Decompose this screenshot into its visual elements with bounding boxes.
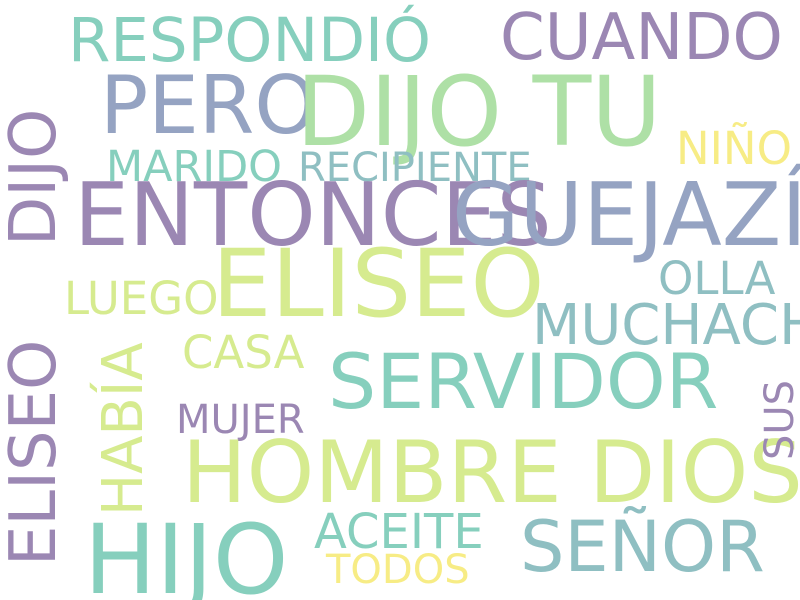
word-casa: CASA — [182, 326, 305, 379]
word-eliseo-vertical: ELISEO — [0, 339, 71, 566]
word-habia: HABÍA — [91, 342, 156, 516]
word-aceite: ACEITE — [314, 504, 484, 560]
word-mujer: MUJER — [176, 397, 305, 443]
word-muchacho: MUCHACHO — [532, 293, 800, 358]
word-todos: TODOS — [326, 547, 470, 593]
word-hijo: HIJO — [84, 504, 289, 600]
word-guejazi: GUEJAZÍ — [452, 164, 800, 266]
word-cuando: CUANDO — [500, 1, 783, 75]
word-nino: NIÑO — [676, 122, 793, 175]
word-dijo-vertical: DIJO — [0, 108, 71, 246]
word-marido: MARIDO — [106, 142, 283, 192]
word-eliseo: ELISEO — [212, 230, 545, 339]
word-hombre-dios: HOMBRE DIOS — [182, 423, 800, 523]
word-pero: PERO — [100, 59, 318, 152]
word-entonces: ENTONCES — [74, 164, 552, 266]
word-respondio: RESPONDIÓ — [68, 5, 432, 76]
word-senor: SEÑOR — [520, 506, 765, 588]
word-recipiente: RECIPIENTE — [298, 145, 532, 191]
word-servidor: SERVIDOR — [328, 337, 719, 426]
word-luego: LUEGO — [64, 272, 219, 325]
word-sus: SUS — [757, 379, 800, 460]
word-dijo-tu: DIJO TU — [296, 56, 662, 168]
word-olla: OLLA — [658, 252, 776, 305]
